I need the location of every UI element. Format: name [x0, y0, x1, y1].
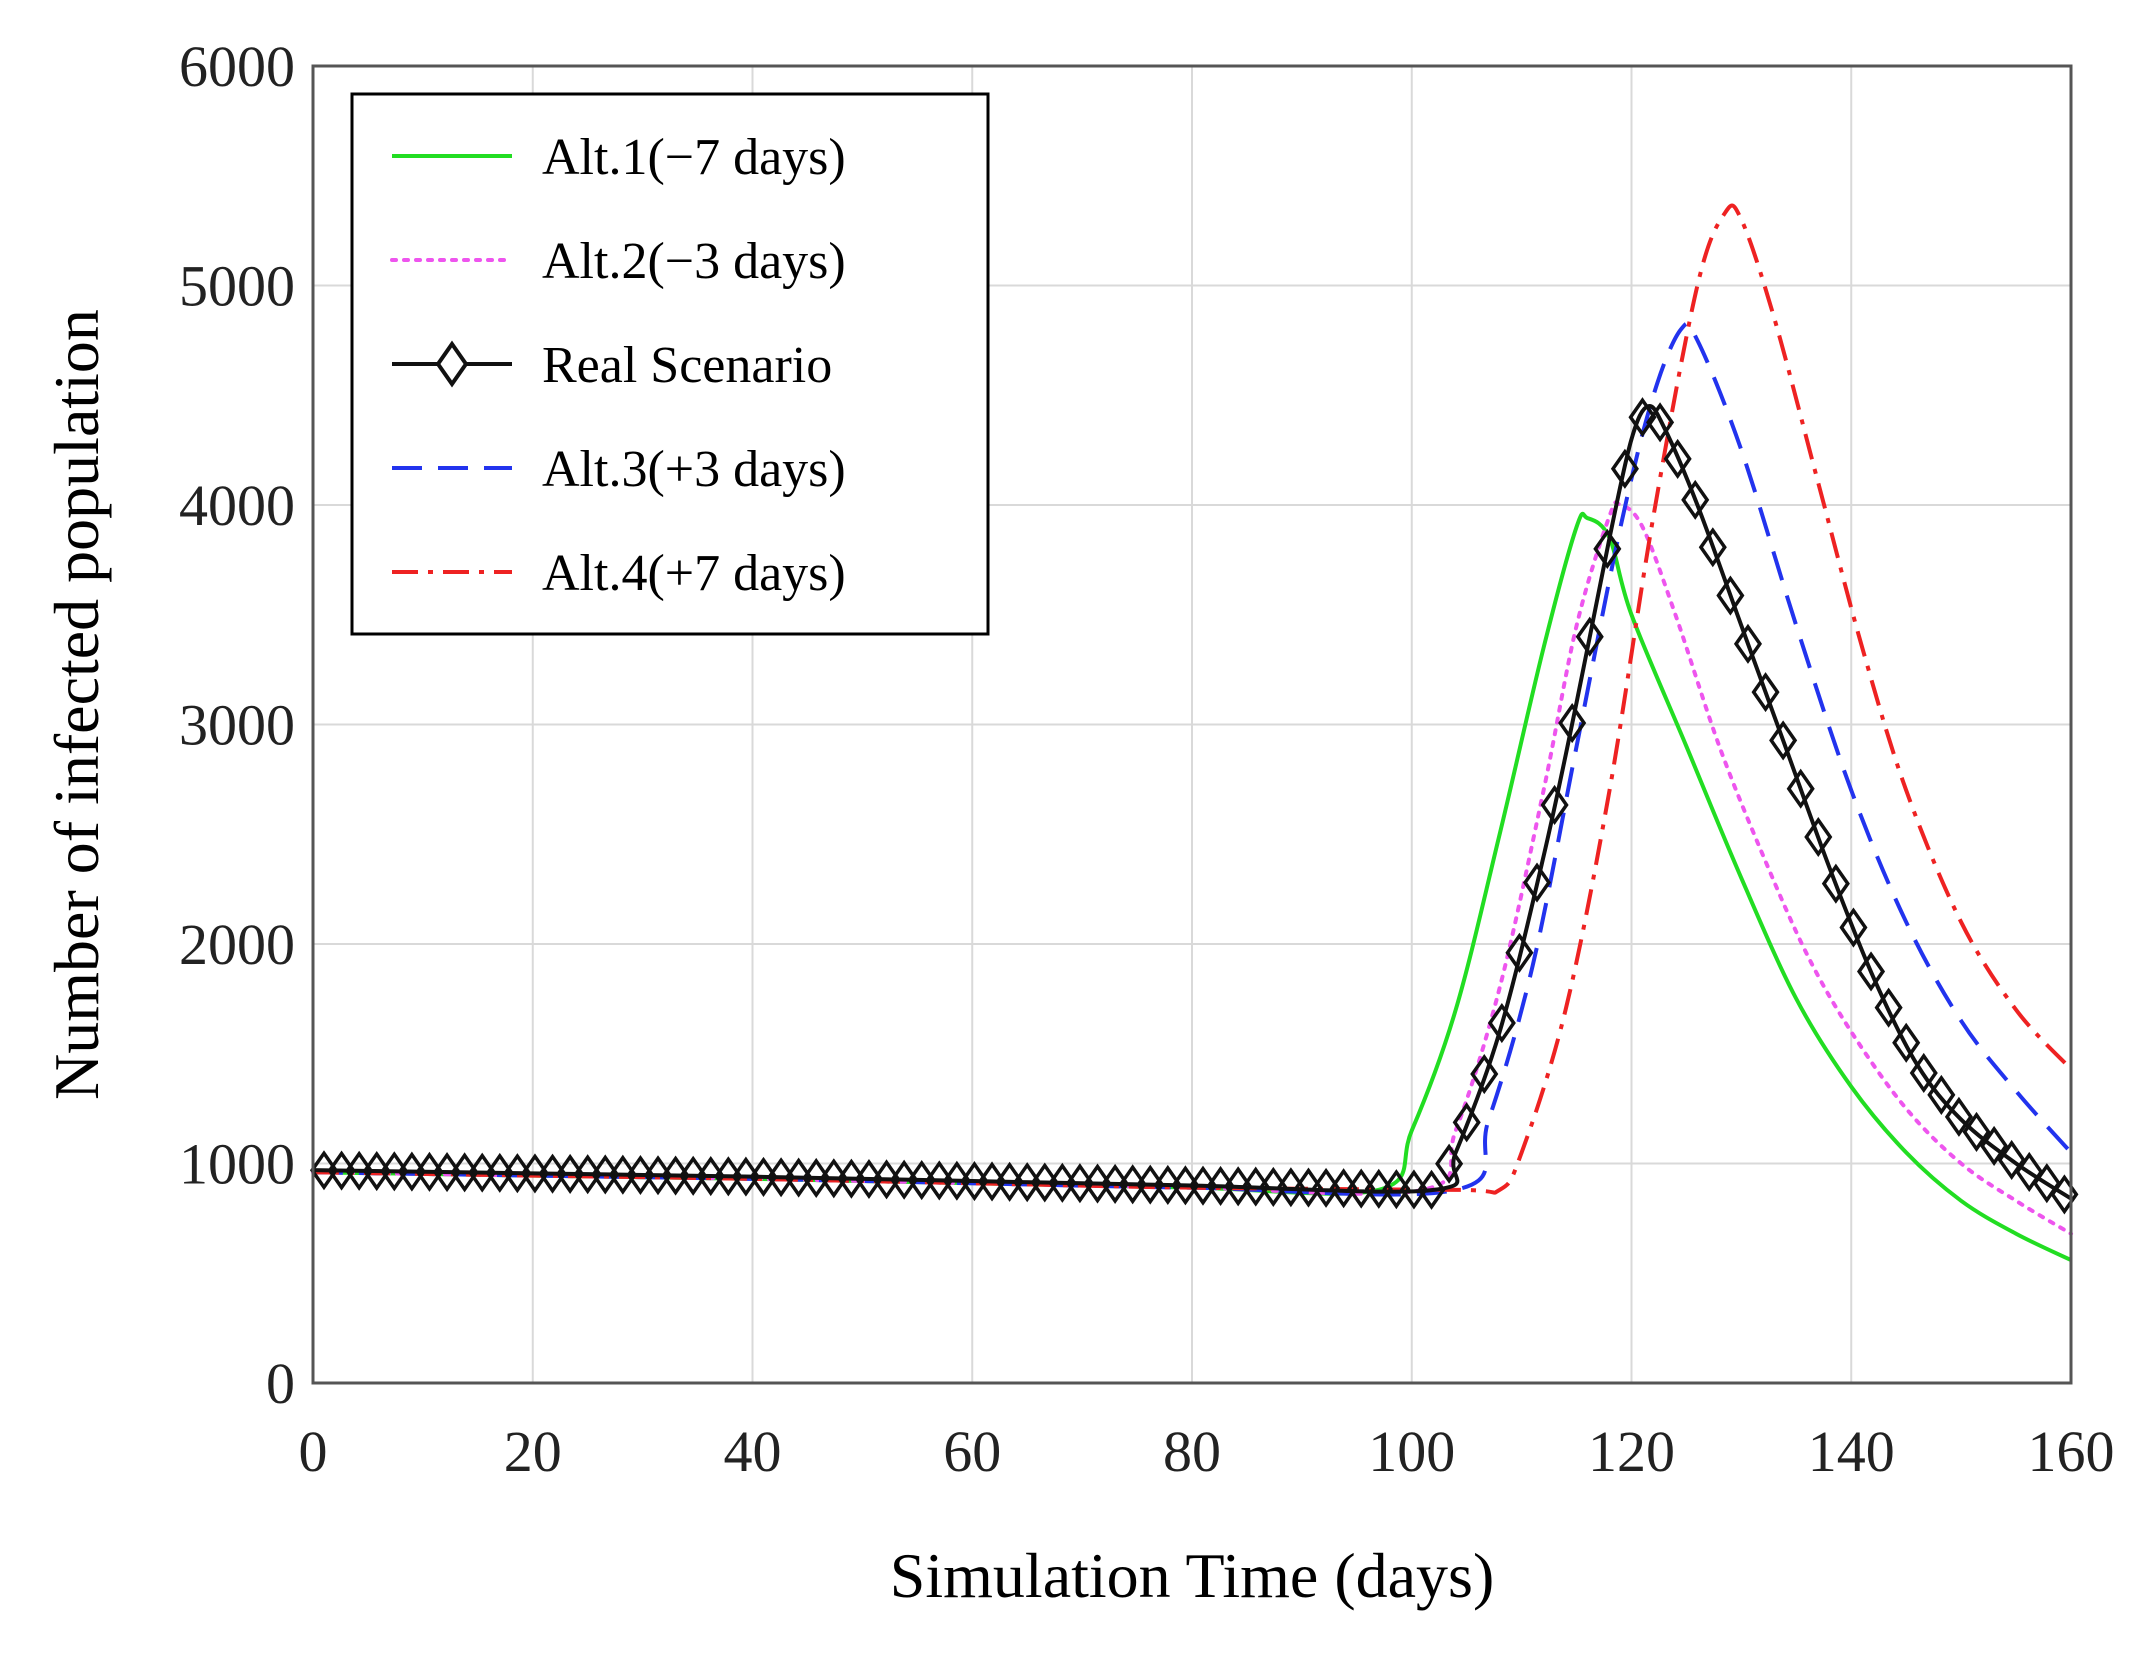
data-point-marker	[1417, 1169, 1446, 1210]
x-tick-labels: 0 20 40 60 80 100 120 140 160	[299, 1419, 2115, 1484]
data-point-marker	[1505, 932, 1534, 973]
legend: Alt.1(−7 days) Alt.2(−3 days) Real Scenari…	[350, 92, 990, 636]
legend-marker-icon	[435, 340, 469, 388]
x-tick-label: 0	[299, 1419, 328, 1484]
x-tick-label: 160	[2028, 1419, 2115, 1484]
data-point-marker	[1540, 784, 1569, 826]
data-point-marker	[1892, 1022, 1921, 1063]
data-point-marker	[1593, 528, 1622, 569]
data-point-marker	[1470, 1053, 1499, 1095]
data-point-marker	[1733, 623, 1763, 664]
y-tick-label: 2000	[179, 912, 295, 977]
legend-label-1: Alt.2(−3 days)	[542, 233, 846, 290]
data-point-marker	[1681, 479, 1710, 520]
data-point-marker	[1558, 702, 1587, 744]
x-tick-label: 40	[724, 1419, 782, 1484]
data-point-marker	[1821, 863, 1850, 904]
data-point-marker	[1522, 862, 1552, 903]
x-tick-label: 140	[1808, 1419, 1895, 1484]
data-point-marker	[1962, 1111, 1991, 1152]
data-point-marker	[1487, 1002, 1516, 1044]
data-point-marker	[2015, 1151, 2044, 1192]
data-point-marker	[1452, 1102, 1481, 1143]
y-tick-label: 5000	[179, 254, 295, 319]
y-tick-label: 6000	[179, 34, 295, 99]
data-point-marker	[2032, 1163, 2061, 1204]
data-point-marker	[1980, 1125, 2009, 1166]
data-point-marker	[1751, 672, 1780, 713]
data-point-marker	[1716, 575, 1745, 616]
legend-label-4: Alt.4(+7 days)	[542, 545, 846, 602]
legend-label-0: Alt.1(−7 days)	[542, 129, 846, 186]
y-tick-labels: 0 1000 2000 3000 4000 5000 6000	[179, 34, 295, 1416]
legend-label-3: Alt.3(+3 days)	[542, 441, 846, 498]
data-point-marker	[1927, 1074, 1956, 1115]
plot-frame	[311, 64, 2073, 1385]
x-axis-label: Simulation Time (days)	[890, 1540, 1495, 1611]
data-point-marker	[1909, 1052, 1938, 1094]
data-point-marker	[1628, 397, 1657, 438]
data-point-marker	[1944, 1096, 1973, 1137]
data-point-marker	[1435, 1143, 1464, 1184]
data-point-marker	[1856, 951, 1886, 992]
data-point-marker	[1874, 987, 1903, 1028]
y-axis-label: Number of infected population	[41, 309, 112, 1100]
data-point-marker	[1839, 907, 1868, 948]
data-point-marker	[1646, 402, 1675, 443]
data-point-marker	[1769, 720, 1798, 761]
y-tick-label: 0	[266, 1351, 295, 1416]
data-point-marker	[1804, 816, 1833, 858]
data-point-marker	[1786, 768, 1815, 809]
x-tick-label: 100	[1368, 1419, 1455, 1484]
data-point-marker	[1575, 616, 1604, 657]
x-tick-label: 20	[504, 1419, 562, 1484]
y-tick-label: 3000	[179, 693, 295, 758]
data-point-marker	[1698, 527, 1727, 568]
data-point-marker	[1997, 1139, 2026, 1181]
y-tick-label: 1000	[179, 1132, 295, 1197]
legend-label-2: Real Scenario	[542, 337, 832, 394]
x-tick-label: 60	[943, 1419, 1001, 1484]
series-line-1	[311, 500, 2073, 1236]
x-tick-label: 120	[1588, 1419, 1675, 1484]
data-point-marker	[1610, 448, 1639, 489]
series-line-4	[312, 203, 2073, 1195]
y-tick-label: 4000	[179, 473, 295, 538]
x-tick-label: 80	[1163, 1419, 1221, 1484]
data-point-marker	[1663, 438, 1692, 479]
series-line-2	[312, 403, 2073, 1201]
